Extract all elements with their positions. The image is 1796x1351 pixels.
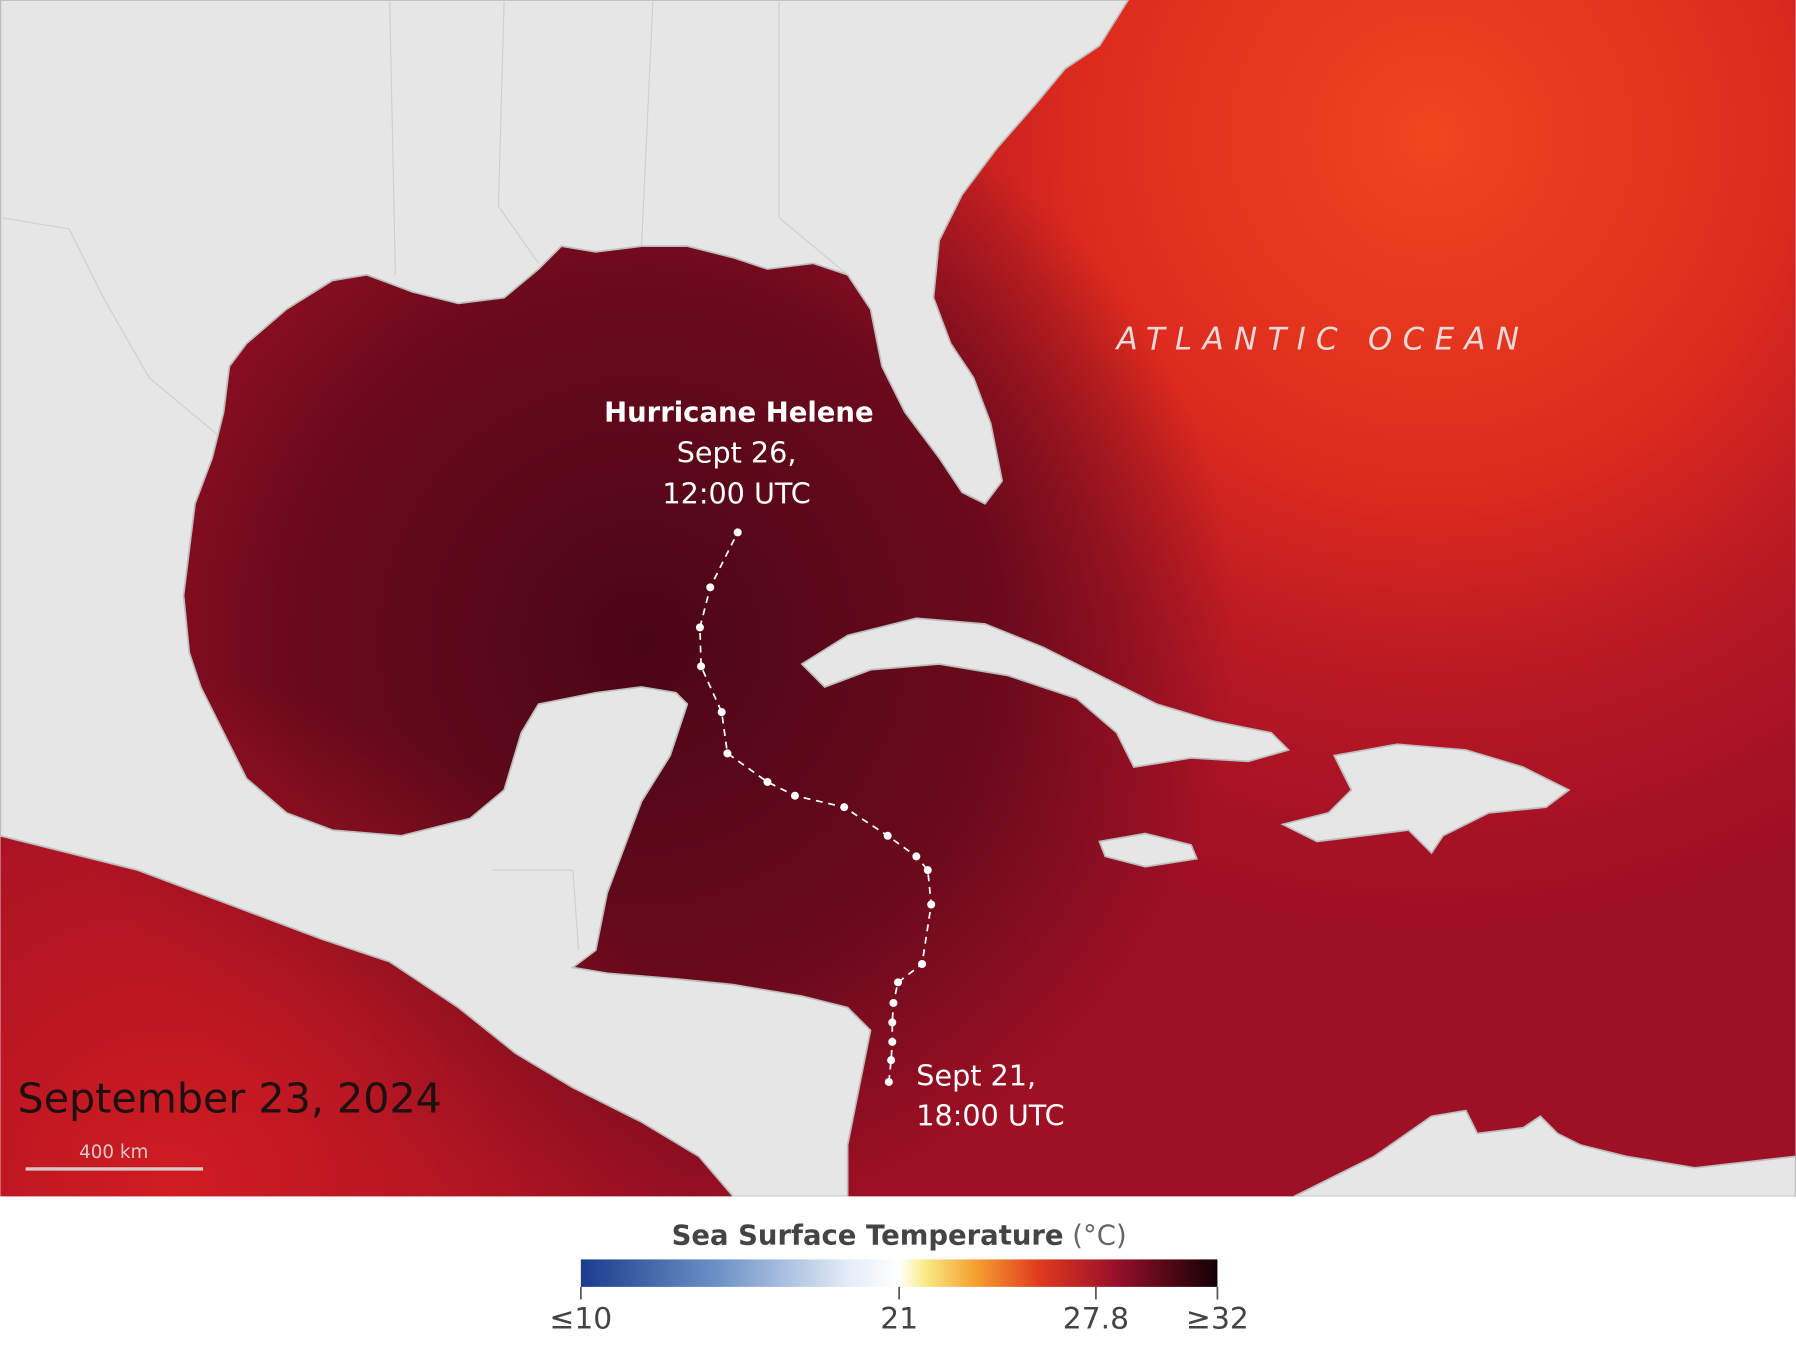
track-point: [889, 998, 898, 1007]
track-point: [884, 1077, 893, 1086]
border: [778, 0, 848, 276]
colorbar-unit: (°C): [1072, 1221, 1126, 1252]
borders: [0, 0, 848, 951]
storm-name: Hurricane Helene: [604, 397, 873, 428]
track-point: [887, 1056, 896, 1065]
colorbar-tick-label: ≤10: [549, 1302, 612, 1337]
storm-start-time: 18:00 UTC: [916, 1098, 1064, 1132]
land: [0, 0, 1796, 1198]
track-point: [733, 528, 742, 537]
track-point: [888, 1037, 897, 1046]
jamaica: [1098, 832, 1199, 868]
colorbar-ticks: ≤10 21 27.8 ≥32: [549, 1286, 1249, 1337]
colorbar: [580, 1259, 1218, 1287]
storm-points: [695, 528, 936, 1086]
south-america: [1293, 1109, 1796, 1198]
track-point: [717, 708, 726, 717]
track-point: [763, 777, 772, 786]
border: [492, 869, 580, 951]
border: [389, 0, 396, 275]
border: [497, 0, 539, 264]
track-point: [918, 960, 927, 969]
track-point: [888, 1018, 897, 1027]
border: [640, 0, 654, 247]
track-point: [923, 866, 932, 875]
storm-start-date: Sept 21,: [916, 1058, 1036, 1092]
track-point: [840, 803, 849, 812]
colorbar-title-text: Sea Surface Temperature: [672, 1221, 1064, 1252]
track-point: [697, 662, 706, 671]
track-point: [883, 831, 892, 840]
track-point: [912, 852, 921, 861]
track-point: [695, 623, 704, 632]
colorbar-tick-label: ≥32: [1186, 1302, 1249, 1337]
storm-end-date: Sept 26,: [677, 436, 797, 470]
track-point: [723, 749, 732, 758]
track-point: [790, 791, 799, 800]
border: [0, 216, 219, 436]
storm-track: [699, 532, 933, 1083]
track-point: [706, 583, 715, 592]
track-point: [927, 900, 936, 909]
north-america: [0, 0, 1130, 1198]
cuba: [800, 617, 1291, 769]
ocean-label: ATLANTIC OCEAN: [1115, 322, 1530, 358]
colorbar-tick-label: 21: [880, 1302, 918, 1337]
map: ATLANTIC OCEAN Hurricane Helene Sept 26,…: [0, 0, 1796, 1198]
track-point: [893, 978, 903, 987]
colorbar-tick-label: 27.8: [1063, 1302, 1129, 1337]
storm-end-time: 12:00 UTC: [662, 477, 810, 511]
scale-bar-label: 400 km: [79, 1142, 148, 1163]
hispaniola: [1280, 743, 1571, 855]
map-date: September 23, 2024: [18, 1074, 442, 1122]
colorbar-title: Sea Surface Temperature (°C): [672, 1221, 1127, 1252]
